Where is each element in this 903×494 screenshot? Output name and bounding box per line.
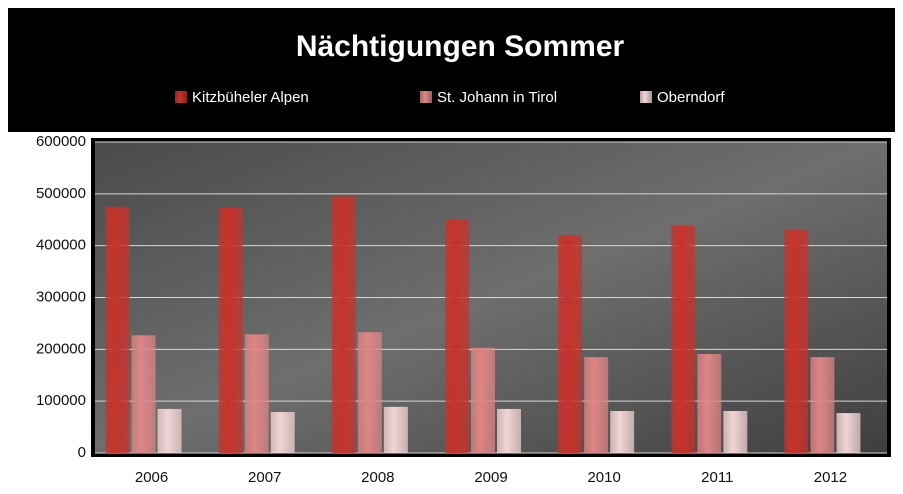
chart-title: Nächtigungen Sommer: [296, 30, 625, 63]
bar: [584, 357, 609, 453]
bar: [445, 219, 469, 453]
bar: [697, 353, 722, 453]
bar: [157, 408, 182, 453]
legend-label: Oberndorf: [657, 89, 725, 106]
y-tick-label: 200000: [36, 340, 86, 357]
y-tick-label: 500000: [36, 185, 86, 202]
legend-swatch: [175, 91, 187, 103]
x-tick-label: 2012: [814, 469, 847, 486]
bar: [810, 357, 835, 453]
x-tick-label: 2007: [248, 469, 281, 486]
bar: [471, 347, 495, 453]
y-tick-label: 400000: [36, 237, 86, 254]
legend-swatch: [420, 91, 432, 103]
y-tick-label: 100000: [36, 392, 86, 409]
x-tick-label: 2006: [135, 469, 168, 486]
bar: [610, 411, 635, 453]
bar: [497, 408, 521, 453]
x-tick-label: 2011: [701, 469, 733, 486]
x-tick-label: 2010: [587, 469, 620, 486]
header-box: [8, 8, 895, 132]
bar: [131, 335, 156, 453]
legend-label: Kitzbüheler Alpen: [192, 89, 309, 106]
bar: [784, 230, 809, 453]
y-tick-label: 0: [78, 444, 86, 461]
bar: [244, 334, 269, 453]
bar: [270, 412, 295, 453]
bar: [723, 411, 748, 453]
x-tick-label: 2008: [361, 469, 394, 486]
x-tick-label: 2009: [474, 469, 507, 486]
bar: [558, 235, 583, 453]
bar: [105, 206, 130, 453]
bar: [383, 406, 408, 453]
y-tick-label: 300000: [36, 288, 86, 305]
bar: [357, 332, 382, 453]
legend-label: St. Johann in Tirol: [437, 89, 557, 106]
bar: [218, 207, 243, 453]
legend-swatch: [640, 91, 652, 103]
bar: [331, 196, 356, 454]
bar: [671, 225, 696, 453]
bar: [836, 413, 861, 453]
y-tick-label: 600000: [36, 133, 86, 150]
